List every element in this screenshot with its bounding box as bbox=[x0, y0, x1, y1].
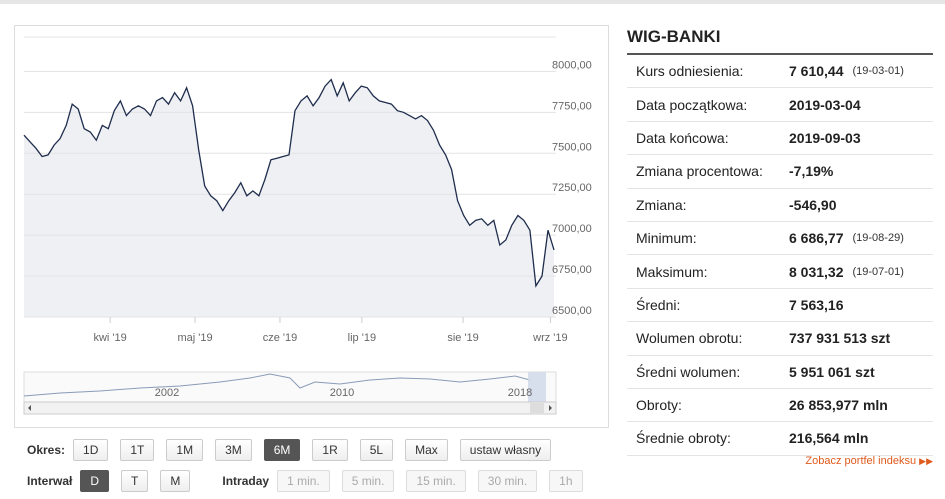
button[interactable]: D bbox=[80, 470, 110, 492]
row-value: 2019-03-04 bbox=[789, 96, 861, 113]
y-tick-label: 7500,00 bbox=[552, 141, 592, 153]
scrollbar-thumb[interactable] bbox=[530, 403, 544, 413]
row-label: Obroty: bbox=[636, 397, 682, 414]
row-label: Średni: bbox=[636, 296, 681, 313]
control-label: Okres: bbox=[27, 443, 66, 457]
row-label: Wolumen obrotu: bbox=[636, 330, 743, 347]
row-label: Średni wolumen: bbox=[636, 363, 741, 380]
info-panel: WIG-BANKI Kurs odniesienia: 7 610,44 (19-0… bbox=[627, 25, 933, 456]
row-value: 2019-09-03 bbox=[789, 129, 861, 146]
x-tick-label: kwi '19 bbox=[93, 332, 126, 344]
button: 30 min. bbox=[477, 470, 538, 492]
row-value: 7 563,16 bbox=[789, 296, 844, 313]
area bbox=[24, 79, 554, 317]
info-row: Zmiana procentowa: -7,19% bbox=[627, 155, 933, 189]
row-note: (19-03-01) bbox=[852, 65, 904, 78]
chart: 2002 2010 2018 6500,00 6750,00 7000,00 7250,0… bbox=[23, 36, 592, 415]
button[interactable]: 1M bbox=[166, 439, 204, 461]
y-tick-label: 6750,00 bbox=[552, 264, 592, 276]
row-label: Kurs odniesienia: bbox=[636, 63, 744, 80]
info-row: Kurs odniesienia: 7 610,44 (19-03-01) bbox=[627, 55, 933, 89]
scroll-left[interactable] bbox=[28, 405, 31, 411]
row-value: 8 031,32 bbox=[789, 263, 844, 280]
navigator-line bbox=[23, 373, 531, 397]
info-row: Data końcowa: 2019-09-03 bbox=[627, 122, 933, 156]
control-label: Interwał bbox=[27, 474, 73, 488]
navigator-frame bbox=[23, 371, 557, 403]
plot: 6500,00 6750,00 7000,00 7250,00 7500,00 7750,… bbox=[23, 36, 592, 344]
button[interactable]: 1D bbox=[73, 439, 109, 461]
x-tick-label: sie '19 bbox=[447, 332, 478, 344]
row-value: 737 931 513 szt bbox=[789, 330, 891, 347]
info-row: Obroty: 26 853,977 mln bbox=[627, 389, 933, 423]
info-row: Maksimum: 8 031,32 (19-07-01) bbox=[627, 255, 933, 289]
row-value: 6 686,77 bbox=[789, 230, 844, 247]
row-value: 5 951 061 szt bbox=[789, 363, 875, 380]
info-table: Kurs odniesienia: 7 610,44 (19-03-01) Data … bbox=[627, 55, 933, 456]
scroll-right[interactable] bbox=[549, 405, 552, 411]
row-label: Data końcowa: bbox=[636, 129, 729, 146]
navigator-label: 2018 bbox=[508, 387, 532, 399]
chart-frame bbox=[14, 25, 609, 428]
link-text[interactable]: Zobacz portfel indeksu bbox=[805, 455, 917, 467]
button: 1h bbox=[549, 470, 583, 492]
button: 1 min. bbox=[277, 470, 330, 492]
row-note: (19-08-29) bbox=[852, 232, 904, 245]
button[interactable]: 5L bbox=[359, 439, 394, 461]
line bbox=[23, 78, 555, 288]
row-label: Zmiana procentowa: bbox=[636, 163, 763, 180]
navigator: 2002 2010 2018 bbox=[23, 371, 557, 415]
row-value: 216,564 mln bbox=[789, 430, 869, 447]
info-row: Data początkowa: 2019-03-04 bbox=[627, 88, 933, 122]
y-tick-label: 8000,00 bbox=[552, 59, 592, 71]
x-tick-label: wrz '19 bbox=[532, 332, 568, 344]
button[interactable]: ustaw własny bbox=[459, 439, 552, 461]
scrollbar[interactable] bbox=[23, 401, 557, 415]
y-tick-label: 7000,00 bbox=[552, 223, 592, 235]
info-row: Średni: 7 563,16 bbox=[627, 289, 933, 323]
row-label: Średnie obroty: bbox=[636, 430, 731, 447]
row-label: Maksimum: bbox=[636, 263, 708, 280]
button[interactable]: 1R bbox=[312, 439, 348, 461]
y-tick-label: 7750,00 bbox=[552, 100, 592, 112]
x-tick-label: lip '19 bbox=[348, 332, 376, 344]
info-row: Średni wolumen: 5 951 061 szt bbox=[627, 356, 933, 389]
navigator-label: 2010 bbox=[330, 387, 354, 399]
button: 5 min. bbox=[341, 470, 395, 492]
top-border bbox=[0, 0, 945, 4]
x-tick-label: maj '19 bbox=[177, 332, 212, 344]
navigator-label: 2002 bbox=[155, 387, 179, 399]
navigator-selection[interactable] bbox=[528, 372, 546, 402]
y-tick-label: 7250,00 bbox=[552, 182, 592, 194]
portfolio-link[interactable]: Zobacz portfel indeksu ▶▶ bbox=[805, 455, 933, 467]
row-value: -546,90 bbox=[789, 196, 837, 213]
row-label: Zmiana: bbox=[636, 196, 687, 213]
button[interactable]: T bbox=[121, 470, 149, 492]
x-tick-label: cze '19 bbox=[263, 332, 298, 344]
row-label: Data początkowa: bbox=[636, 96, 748, 113]
button[interactable]: 6M bbox=[263, 439, 301, 461]
info-row: Wolumen obrotu: 737 931 513 szt bbox=[627, 322, 933, 356]
row-value: -7,19% bbox=[789, 163, 834, 180]
row-value: 26 853,977 mln bbox=[789, 397, 888, 414]
button[interactable]: Max bbox=[405, 439, 448, 461]
info-row: Zmiana: -546,90 bbox=[627, 189, 933, 222]
control-label: Intraday bbox=[222, 474, 270, 488]
button[interactable]: 3M bbox=[215, 439, 252, 461]
row-label: Minimum: bbox=[636, 230, 697, 247]
button: 15 min. bbox=[406, 470, 466, 492]
y-tick-label: 6500,00 bbox=[552, 305, 592, 317]
row-note: (19-07-01) bbox=[852, 265, 904, 278]
period-controls: Okres: 1D 1T 1M 3M 6M 1R 5L Max ustaw własny bbox=[14, 438, 563, 462]
info-row: Średnie obroty: 216,564 mln bbox=[627, 422, 933, 456]
button[interactable]: 1T bbox=[120, 439, 155, 461]
row-value: 7 610,44 bbox=[789, 63, 844, 80]
panel-title: WIG-BANKI bbox=[627, 25, 933, 55]
button[interactable]: M bbox=[160, 470, 191, 492]
interval-controls: Interwał D T M Intraday 1 min. 5 min. 15 min. 30… bbox=[14, 469, 595, 493]
info-row: Minimum: 6 686,77 (19-08-29) bbox=[627, 222, 933, 256]
